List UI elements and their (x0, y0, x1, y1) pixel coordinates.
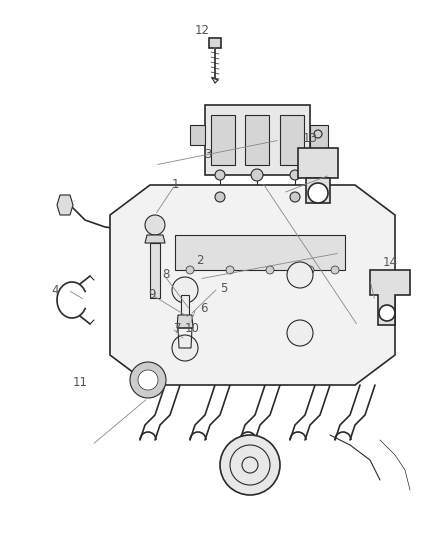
Bar (211, 115, 235, 165)
Circle shape (215, 192, 225, 202)
Text: 10: 10 (184, 321, 199, 335)
Polygon shape (190, 125, 205, 145)
Text: 5: 5 (220, 281, 228, 295)
Text: 3: 3 (204, 149, 212, 161)
Polygon shape (205, 105, 310, 175)
Circle shape (226, 266, 234, 274)
Polygon shape (57, 195, 73, 215)
Bar (209, 38, 221, 48)
Circle shape (306, 266, 314, 274)
Circle shape (290, 170, 300, 180)
Circle shape (172, 335, 198, 361)
Polygon shape (310, 125, 328, 155)
Polygon shape (175, 235, 345, 270)
Bar (245, 115, 269, 165)
Circle shape (290, 192, 300, 202)
Text: 2: 2 (196, 254, 204, 266)
Polygon shape (177, 315, 193, 328)
Text: 4: 4 (51, 284, 59, 296)
Circle shape (287, 262, 313, 288)
Circle shape (266, 266, 274, 274)
Circle shape (220, 435, 280, 495)
Text: 1: 1 (171, 179, 179, 191)
Circle shape (287, 320, 313, 346)
Circle shape (145, 215, 165, 235)
Polygon shape (298, 148, 338, 178)
Circle shape (172, 277, 198, 303)
Circle shape (130, 362, 166, 398)
Bar (280, 115, 304, 165)
Polygon shape (370, 270, 410, 325)
Text: 8: 8 (162, 269, 170, 281)
Text: 13: 13 (303, 132, 318, 144)
Text: 9: 9 (148, 288, 156, 302)
Bar (150, 243, 160, 298)
Text: 11: 11 (73, 376, 88, 389)
Circle shape (314, 130, 322, 138)
Text: 7: 7 (174, 321, 182, 335)
Polygon shape (181, 295, 189, 315)
Circle shape (379, 305, 395, 321)
Text: 6: 6 (200, 302, 208, 314)
Circle shape (138, 370, 158, 390)
Circle shape (215, 170, 225, 180)
Polygon shape (110, 185, 395, 385)
Circle shape (251, 169, 263, 181)
Text: 12: 12 (194, 23, 209, 36)
Text: 14: 14 (382, 256, 398, 270)
Polygon shape (306, 178, 330, 203)
Circle shape (308, 183, 328, 203)
Circle shape (186, 266, 194, 274)
Circle shape (331, 266, 339, 274)
Polygon shape (145, 235, 165, 243)
